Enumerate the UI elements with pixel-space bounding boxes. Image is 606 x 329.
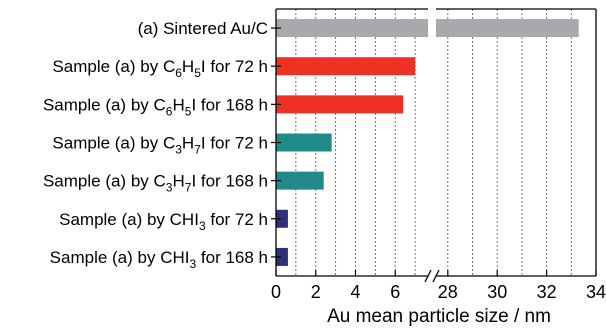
x-tick-label: 0 [271, 282, 281, 302]
category-label: Sample (a) by C6H5I for 168 h [43, 95, 268, 118]
grid-lines [295, 9, 572, 276]
x-tick-label: 6 [390, 282, 400, 302]
category-label: Sample (a) by C6H5I for 72 h [52, 57, 268, 80]
plot-frame [271, 8, 597, 283]
bar [276, 209, 288, 228]
bar-segment-left [276, 19, 428, 38]
x-tick-label: 2 [311, 282, 321, 302]
bar [276, 247, 288, 266]
category-label: Sample (a) by C3H7I for 168 h [43, 172, 268, 195]
x-tick-label: 28 [438, 282, 458, 302]
axis-break-mark [424, 269, 432, 283]
x-tick-label: 4 [350, 282, 360, 302]
bar [276, 171, 324, 190]
bar [276, 95, 404, 114]
category-label: Sample (a) by C3H7I for 72 h [52, 134, 268, 157]
bar [276, 133, 332, 152]
x-tick-label: 30 [487, 282, 507, 302]
x-tick-labels: 0 2 4 6 28 30 32 34 [271, 282, 606, 302]
axis-break-mark [432, 269, 440, 283]
x-axis-label: Au mean particle size / nm [327, 306, 551, 327]
category-labels: (a) Sintered Au/C Sample (a) by C6H5I for… [43, 19, 268, 271]
category-label: Sample (a) by CHI3 for 72 h [59, 210, 268, 233]
bars [276, 19, 579, 266]
category-label: Sample (a) by CHI3 for 168 h [50, 248, 268, 271]
category-label: (a) Sintered Au/C [138, 19, 268, 38]
x-tick-label: 32 [537, 282, 557, 302]
bar [276, 57, 416, 76]
bar-segment-right [436, 19, 579, 38]
x-tick-label: 34 [586, 282, 606, 302]
